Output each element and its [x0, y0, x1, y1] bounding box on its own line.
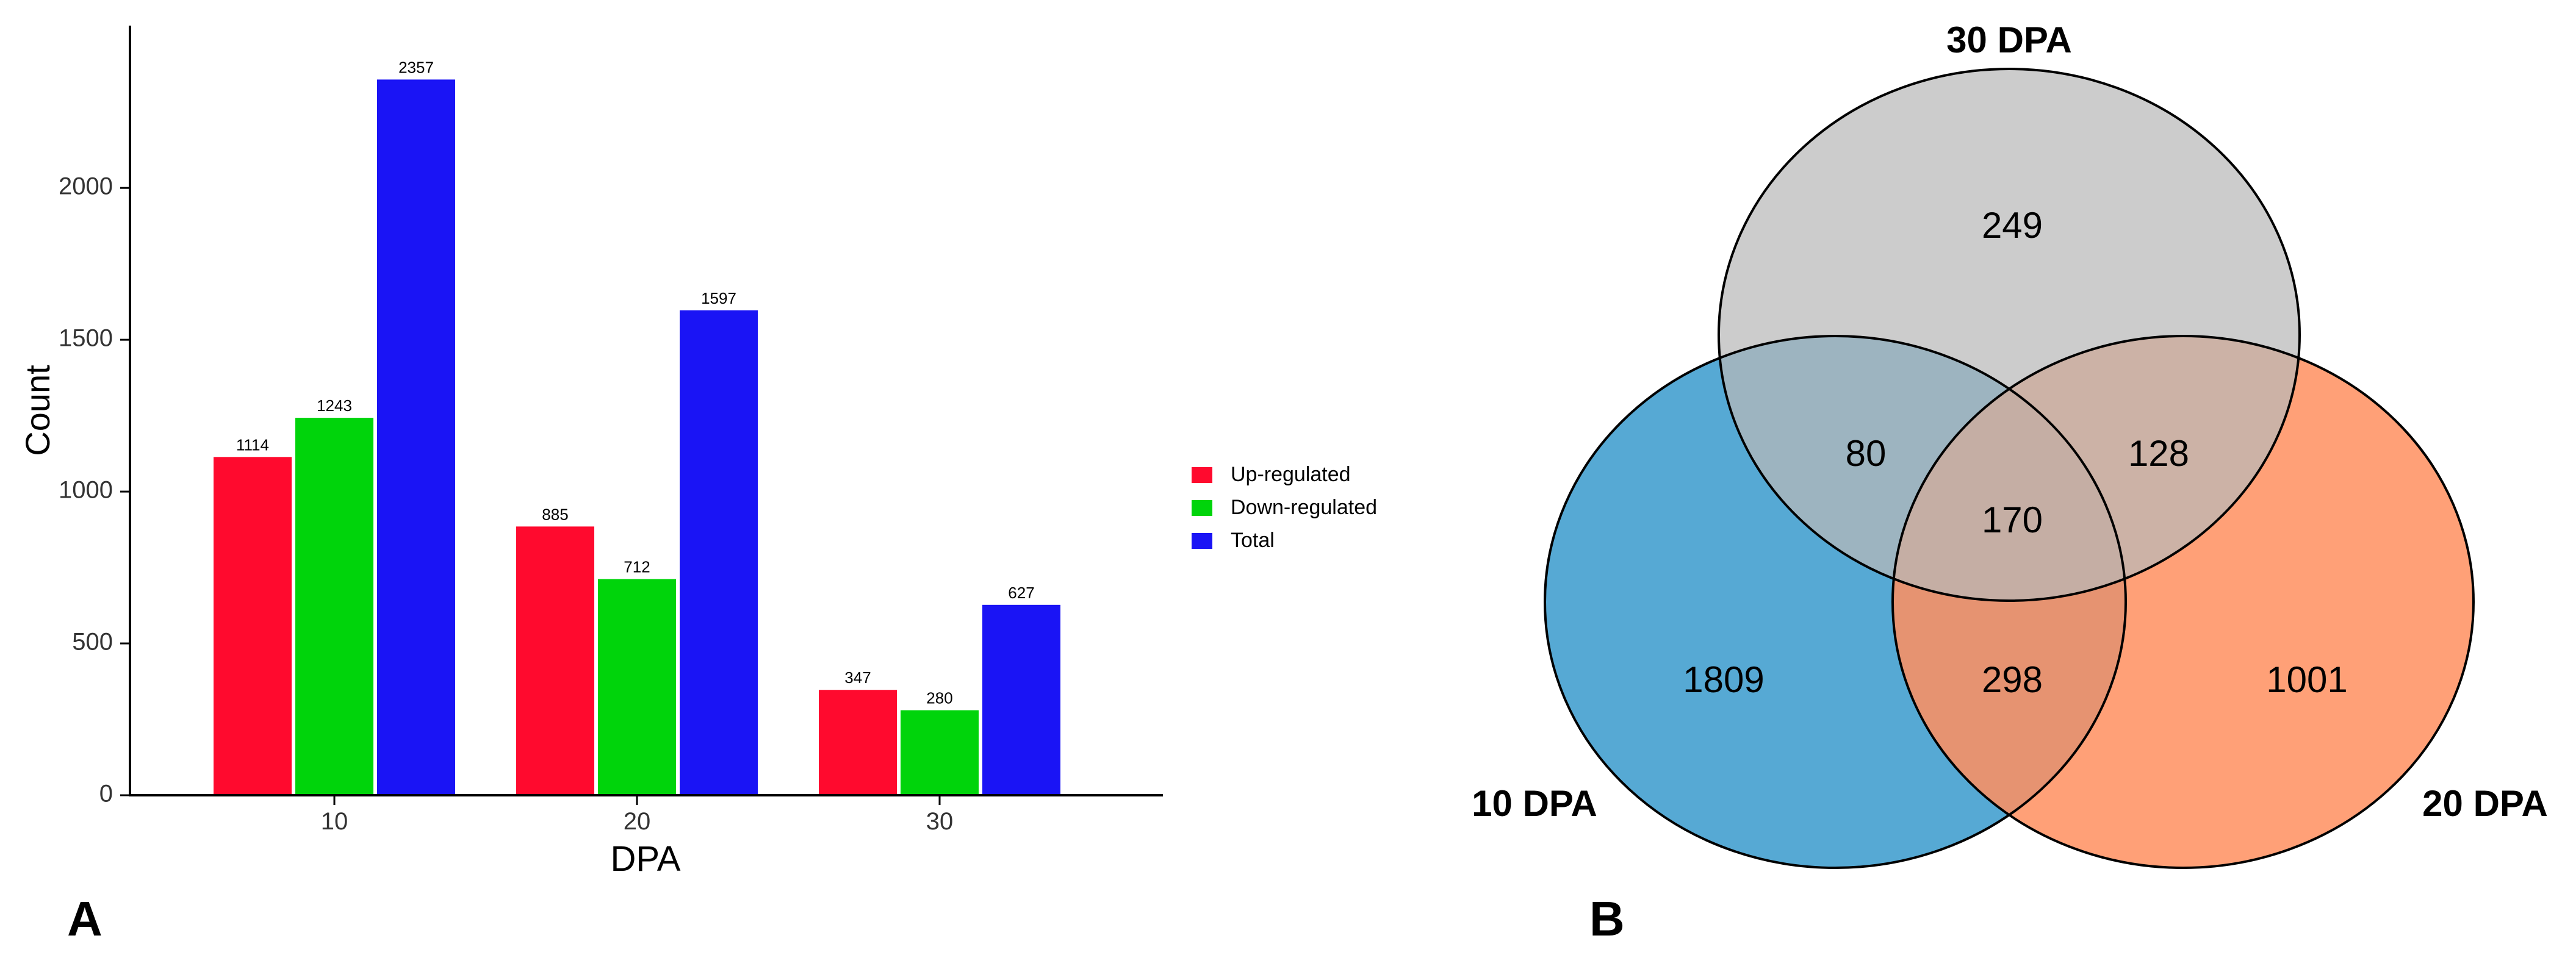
y-tick-label: 500 [72, 629, 113, 656]
y-tick-label: 1000 [59, 477, 113, 504]
bar-value-label: 712 [624, 557, 650, 576]
venn-diagram: 249 80 128 170 1809 298 1001 30 DPA 10 D… [1472, 20, 2548, 946]
bar-up-regulated-10 [214, 457, 292, 795]
venn-set-label-20-dpa: 20 DPA [2422, 783, 2548, 824]
bar-total-10 [377, 79, 455, 796]
bar-value-labels: 1114 1243 2357 885 712 1597 347 280 627 [236, 58, 1035, 707]
bar-value-label: 1114 [236, 435, 269, 454]
legend-label: Down-regulated [1231, 496, 1377, 519]
bar-value-label: 1243 [317, 396, 352, 415]
bar-down-regulated-30 [901, 710, 979, 795]
bar-total-30 [982, 604, 1060, 795]
venn-count-only-20: 1001 [2266, 659, 2347, 700]
venn-count-only-10: 1809 [1683, 659, 1764, 700]
legend-label: Total [1231, 529, 1275, 552]
x-tick-label: 30 [926, 808, 954, 835]
bar-value-label: 627 [1008, 584, 1034, 602]
panel-label-a: A [67, 892, 103, 946]
x-tick-label: 20 [624, 808, 651, 835]
venn-count-all: 170 [1982, 499, 2043, 540]
x-ticks: 10 20 30 [321, 795, 954, 835]
legend-swatch [1192, 533, 1212, 549]
y-ticks: 0 500 1000 1500 2000 [59, 173, 130, 807]
y-tick-label: 2000 [59, 173, 113, 200]
y-tick-label: 1500 [59, 325, 113, 352]
venn-set-label-10-dpa: 10 DPA [1472, 783, 1597, 824]
panel-label-b: B [1589, 892, 1625, 946]
y-tick-label: 0 [99, 781, 113, 807]
bar-group [214, 79, 1060, 796]
bar-down-regulated-20 [598, 579, 676, 795]
venn-count-10-and-30: 80 [1846, 433, 1887, 474]
bar-total-20 [680, 310, 758, 795]
bar-value-label: 2357 [398, 58, 434, 76]
venn-set-label-30-dpa: 30 DPA [1946, 20, 2072, 60]
venn-count-20-and-30: 128 [2128, 433, 2189, 474]
bar-value-label: 280 [926, 689, 952, 707]
bar-chart: 1114 1243 2357 885 712 1597 347 280 627 0 500 1000… [18, 26, 1377, 946]
bar-value-label: 1597 [701, 289, 736, 307]
venn-outline-10-dpa [1544, 335, 2127, 869]
bar-value-label: 885 [542, 505, 568, 523]
bar-up-regulated-20 [516, 526, 594, 795]
bar-down-regulated-10 [295, 418, 373, 795]
legend-swatch [1192, 467, 1212, 483]
legend: Up-regulated Down-regulated Total [1192, 463, 1377, 552]
venn-circle-30-dpa [1719, 69, 2300, 601]
y-axis-label: Count [18, 365, 57, 456]
venn-outline-20-dpa [1891, 335, 2475, 869]
venn-count-only-30: 249 [1982, 205, 2043, 246]
x-tick-label: 10 [321, 808, 348, 835]
bar-up-regulated-30 [819, 690, 897, 795]
venn-count-10-and-20: 298 [1982, 659, 2043, 700]
bar-value-label: 347 [844, 668, 871, 687]
legend-label: Up-regulated [1231, 463, 1351, 486]
venn-outline-30-dpa [1718, 68, 2301, 602]
legend-swatch [1192, 500, 1212, 516]
x-axis-label: DPA [611, 839, 681, 879]
